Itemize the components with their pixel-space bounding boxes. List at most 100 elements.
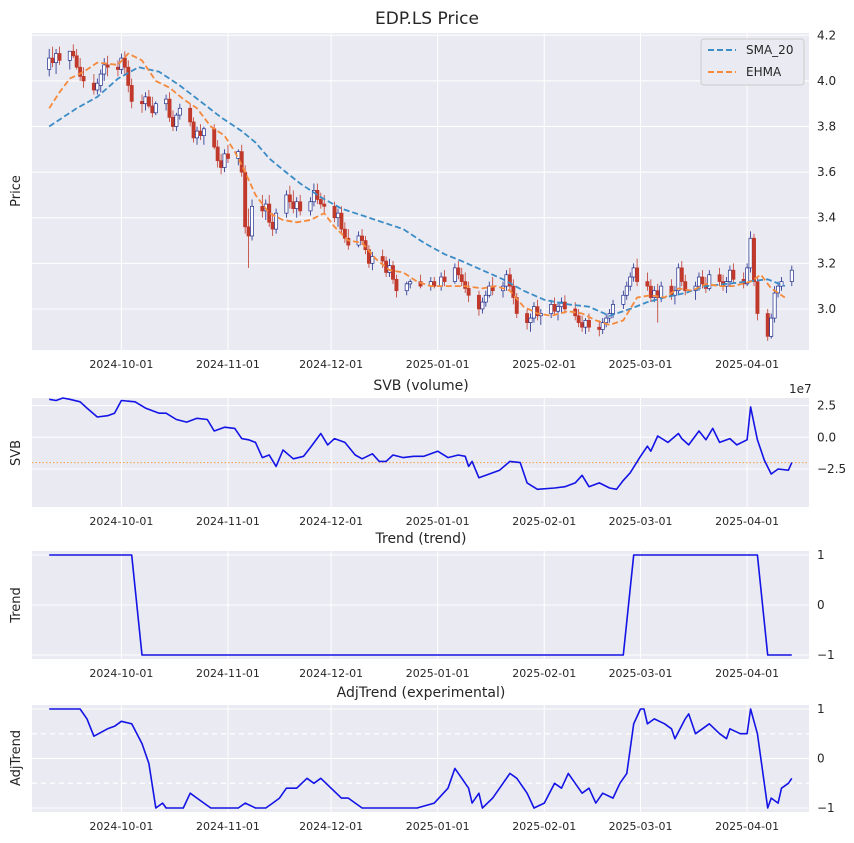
candle-body bbox=[480, 301, 485, 310]
p1-series-line bbox=[49, 397, 793, 491]
candle-body bbox=[226, 153, 230, 159]
candle bbox=[679, 261, 684, 287]
candle bbox=[600, 318, 605, 335]
x-tick-label: 2025-01-01 bbox=[406, 820, 470, 833]
price-legend: SMA_20 EHMA bbox=[700, 38, 805, 86]
candle bbox=[370, 251, 375, 271]
candle-body bbox=[54, 53, 59, 63]
candle-body bbox=[528, 317, 533, 323]
candle bbox=[74, 48, 79, 70]
candle-body bbox=[356, 235, 361, 246]
candle-body bbox=[394, 278, 399, 292]
x-tick-label: 2024-10-01 bbox=[89, 358, 153, 371]
candle-body bbox=[188, 107, 193, 123]
candle bbox=[102, 58, 107, 81]
candle bbox=[126, 60, 131, 93]
p2-series-line bbox=[49, 554, 792, 656]
y-tick-label: 2.5 bbox=[817, 399, 836, 413]
candle-body bbox=[483, 294, 488, 303]
candle bbox=[769, 313, 774, 339]
candle-body bbox=[198, 130, 203, 136]
candle bbox=[391, 261, 395, 284]
candle-body bbox=[201, 128, 206, 136]
candle bbox=[456, 261, 461, 280]
adjtrend-chart-title: AdjTrend (experimental) bbox=[337, 685, 506, 701]
candle-body bbox=[525, 313, 530, 323]
candle bbox=[535, 299, 540, 321]
candle-body bbox=[707, 274, 712, 289]
candle-body bbox=[745, 267, 750, 285]
price-panel: EDP.LS Price 3.0 3.2 3.4 3.6 3.8 4.0 4.2 2024-… bbox=[9, 9, 836, 371]
trend-chart-title: Trend (trend) bbox=[375, 531, 467, 547]
svb-x-tick-labels: 2024-10-01 2024-11-01 2024-12-01 2025-01-01… bbox=[89, 515, 779, 528]
candle-body bbox=[150, 105, 155, 114]
candle bbox=[243, 165, 248, 234]
candle-body bbox=[332, 205, 337, 219]
candle bbox=[318, 192, 323, 209]
candle bbox=[528, 313, 533, 332]
candle bbox=[408, 279, 413, 289]
x-tick-label: 2024-10-01 bbox=[89, 667, 153, 680]
candle-body bbox=[140, 101, 144, 105]
candle-body bbox=[459, 274, 464, 282]
y-tick-label: 3.8 bbox=[817, 120, 836, 134]
x-tick-label: 2025-01-01 bbox=[406, 515, 470, 528]
candle-body bbox=[177, 107, 182, 116]
candle bbox=[621, 290, 626, 309]
candle-body bbox=[466, 288, 471, 296]
candle bbox=[298, 194, 303, 216]
x-tick-label: 2025-02-01 bbox=[512, 515, 576, 528]
y-tick-label: 1 bbox=[817, 702, 825, 716]
x-tick-label: 2024-11-01 bbox=[196, 515, 260, 528]
candle-body bbox=[683, 281, 688, 292]
candle-body bbox=[624, 285, 629, 296]
candle-body bbox=[779, 281, 784, 287]
candle-body bbox=[246, 226, 251, 237]
candle-body bbox=[298, 201, 303, 212]
candle-body bbox=[535, 306, 540, 317]
candle-body bbox=[318, 199, 323, 205]
candle-body bbox=[384, 260, 389, 273]
candle-body bbox=[270, 221, 275, 230]
candle-body bbox=[308, 201, 313, 212]
x-tick-label: 2025-04-01 bbox=[715, 358, 779, 371]
candle bbox=[562, 295, 567, 314]
candle-body bbox=[679, 267, 684, 282]
candle-body bbox=[74, 55, 79, 68]
candle-body bbox=[562, 301, 567, 310]
candle bbox=[57, 46, 62, 65]
candle-body bbox=[212, 128, 217, 148]
price-gridlines bbox=[32, 33, 809, 350]
candle bbox=[284, 190, 289, 218]
candle bbox=[772, 286, 777, 323]
candle bbox=[177, 103, 182, 120]
candle-body bbox=[648, 285, 653, 298]
candle-body bbox=[126, 66, 131, 86]
candle-body bbox=[260, 205, 265, 212]
candle-body bbox=[105, 64, 110, 68]
adjtrend-y-axis-label: AdjTrend bbox=[9, 730, 24, 786]
svb-offset-label: 1e7 bbox=[789, 382, 812, 396]
sma-20-series-line bbox=[48, 66, 786, 317]
y-tick-label: 1 bbox=[817, 548, 825, 562]
candle-body bbox=[274, 212, 279, 230]
candle-body bbox=[294, 201, 299, 209]
candle-body bbox=[621, 294, 626, 305]
candle-body bbox=[404, 283, 409, 292]
candle-body bbox=[191, 121, 196, 139]
x-tick-label: 2025-03-01 bbox=[609, 667, 673, 680]
x-tick-label: 2025-03-01 bbox=[609, 820, 673, 833]
candle bbox=[672, 286, 677, 305]
svb-y-tick-labels: −2.5 0.0 2.5 bbox=[817, 399, 846, 476]
candle-body bbox=[336, 212, 340, 219]
candle-body bbox=[631, 267, 636, 278]
candle bbox=[188, 103, 193, 127]
candle bbox=[676, 263, 681, 296]
svb-panel: SVB (volume) −2.50.02.5 2024-10-01 2024-1… bbox=[9, 378, 846, 528]
candle-body bbox=[67, 50, 72, 61]
candle-body bbox=[102, 64, 107, 75]
trend-lines bbox=[49, 554, 792, 656]
legend-sma-label: SMA_20 bbox=[746, 43, 793, 57]
y-tick-label: 3.0 bbox=[817, 302, 836, 316]
